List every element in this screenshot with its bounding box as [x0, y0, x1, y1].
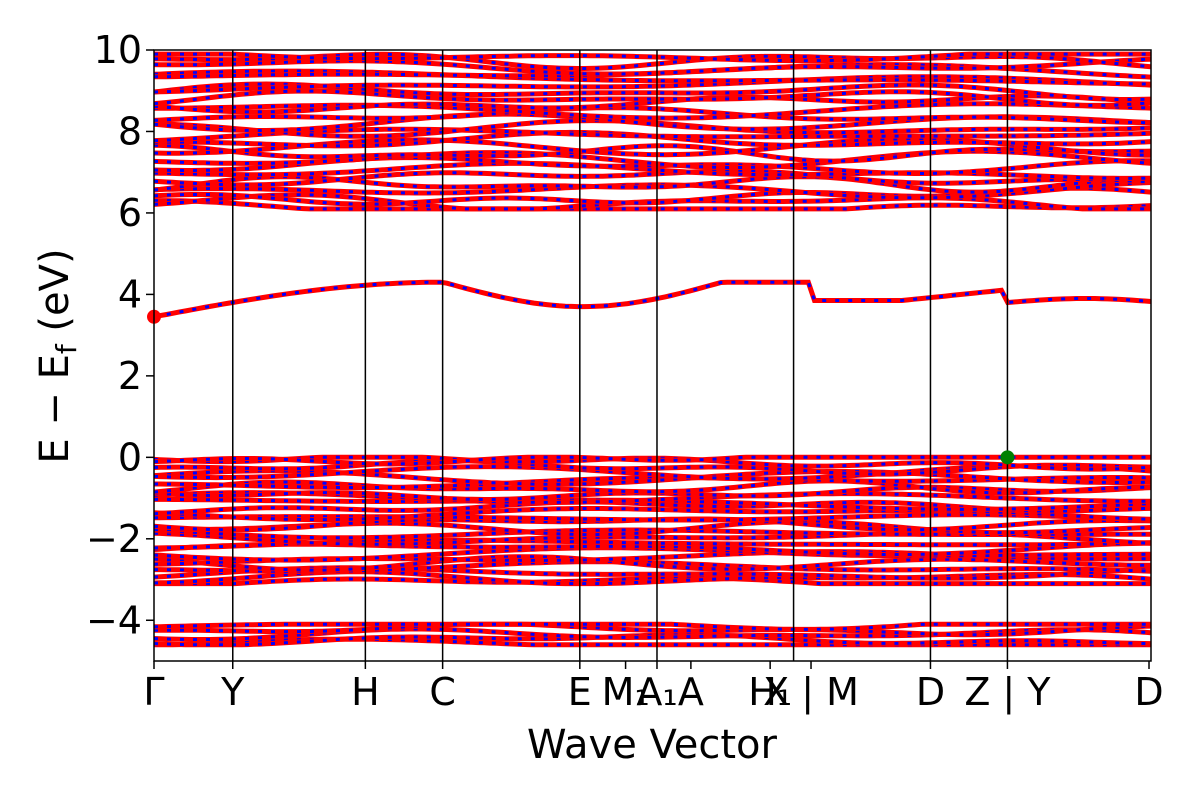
x-tick-label: D [1134, 670, 1163, 714]
band-line [154, 105, 1151, 126]
band-line-overlay [154, 193, 1151, 211]
x-tick-label: E [568, 670, 592, 714]
band-line [154, 101, 1151, 121]
band-line-overlay [154, 119, 1151, 138]
y-axis: −4 −2 0 2 4 6 8 10 [86, 28, 154, 642]
band-line [154, 621, 1151, 638]
y-axis-label-main: E − E [32, 354, 78, 464]
band-line [154, 512, 1151, 523]
band-line-overlay [154, 89, 1151, 107]
band-line-overlay [154, 175, 1151, 194]
band-line [154, 279, 1151, 320]
plot-frame [153, 49, 1152, 662]
x-tick-label: M₁ [602, 670, 650, 714]
x-tick-label: A₁ [636, 670, 677, 714]
x-tick-label: H₁ [748, 670, 792, 714]
y-axis-label-unit: (eV) [32, 248, 78, 344]
y-tick-label: 2 [118, 354, 142, 398]
band-line-overlay [154, 555, 1151, 572]
band-line [154, 458, 1151, 477]
y-axis-label-subscript: f [50, 343, 83, 354]
band-line [154, 126, 1151, 144]
x-tick-label: Z | Y [964, 670, 1051, 715]
y-axis-label: E − Ef (eV) [32, 248, 83, 463]
high-symmetry-lines [232, 50, 1009, 661]
band-line-overlay [154, 143, 1151, 163]
x-tick-label: H [351, 670, 380, 714]
band-lines [154, 51, 1151, 648]
y-tick-label: 10 [94, 28, 142, 72]
x-tick-label: A [678, 670, 704, 714]
y-tick-label: 0 [118, 435, 142, 479]
y-tick-label: −2 [86, 517, 142, 561]
x-tick-label: X | M [763, 670, 859, 715]
x-tick-label: D [916, 670, 945, 714]
band-line [154, 56, 1151, 77]
band-line [154, 68, 1151, 87]
band-line-overlay [154, 169, 1151, 187]
x-axis-label: Wave Vector [527, 722, 778, 768]
band-line-overlay [154, 479, 1151, 495]
band-line-overlay [154, 52, 1151, 70]
band-line [154, 198, 1151, 212]
x-tick-label: Γ [143, 670, 164, 714]
band-line-overlay [154, 520, 1151, 537]
x-tick-label: C [429, 670, 456, 714]
valence-band-maximum-marker [1000, 450, 1015, 465]
band-line [154, 160, 1151, 181]
band-line [154, 575, 1151, 587]
band-line [154, 74, 1151, 95]
y-tick-label: 6 [118, 191, 142, 235]
y-tick-label: −4 [86, 598, 142, 642]
extrema-markers [147, 309, 1015, 465]
band-line [154, 621, 1151, 632]
y-tick-label: 8 [118, 109, 142, 153]
band-line [154, 454, 1151, 467]
x-tick-label: Y [220, 670, 245, 714]
band-line [154, 51, 1151, 64]
y-tick-label: 4 [118, 272, 142, 316]
